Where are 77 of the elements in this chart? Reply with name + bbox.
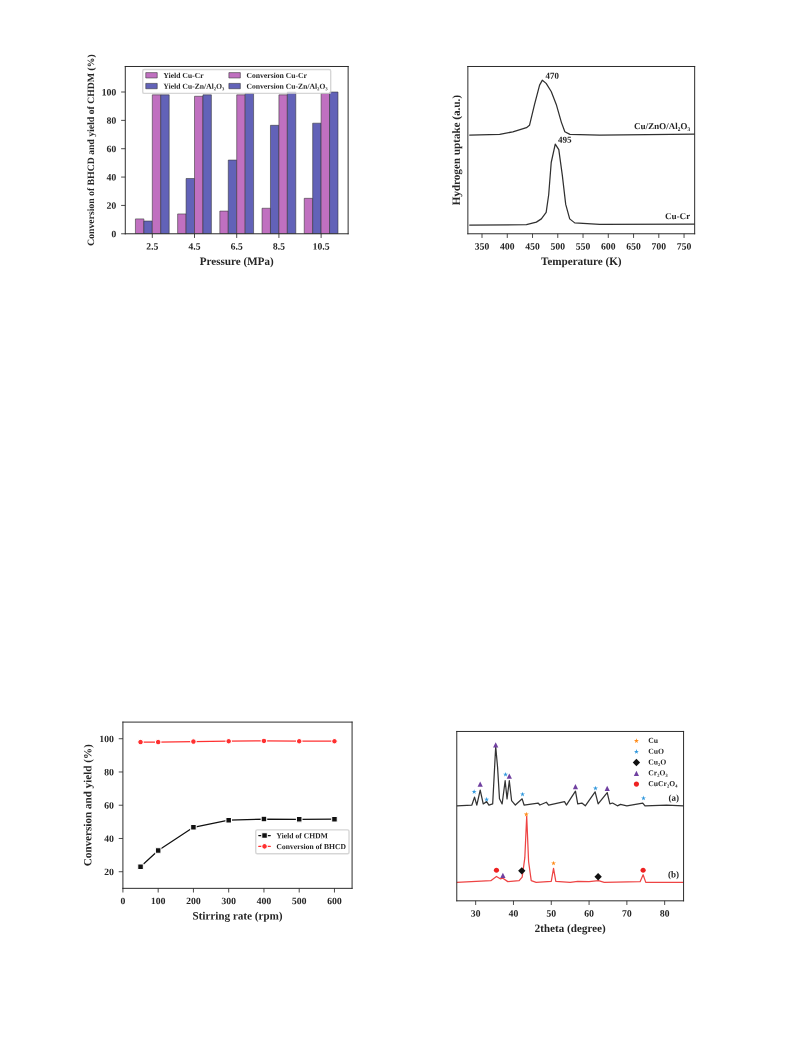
x-tick-label: 400 <box>256 897 271 905</box>
series-label: (a) <box>668 794 679 803</box>
annotation: 495 <box>558 136 572 143</box>
y-tick-label: 20 <box>104 868 114 876</box>
point <box>137 738 144 746</box>
point <box>551 860 557 866</box>
series-label: (b) <box>668 871 679 880</box>
x-tick-label: 70 <box>622 910 632 917</box>
point <box>604 785 610 791</box>
y-axis-title: Conversion of BHCD and yield of CHDM (%) <box>87 54 97 246</box>
point <box>520 791 526 797</box>
x-tick-label: 650 <box>626 243 641 250</box>
x-tick-label: 700 <box>652 243 666 250</box>
point <box>506 773 512 779</box>
x-tick-label: 50 <box>546 910 556 917</box>
y-tick-label: 100 <box>102 88 116 96</box>
point <box>190 824 197 831</box>
point <box>518 867 526 875</box>
point <box>331 737 338 745</box>
point <box>154 738 162 746</box>
y-axis-title: Conversion and yield (%) <box>83 744 94 866</box>
point <box>154 847 162 854</box>
point <box>641 795 646 801</box>
point <box>190 738 197 745</box>
point <box>137 863 144 871</box>
x-tick-label: 550 <box>576 243 590 250</box>
point <box>523 811 529 817</box>
x-axis-title: Pressure (MPa) <box>199 257 274 268</box>
x-tick-label: 600 <box>601 243 616 250</box>
x-tick-label: 2.5 <box>146 243 159 250</box>
x-tick-label: 200 <box>186 897 201 905</box>
y-tick-label: 0 <box>111 230 116 238</box>
x-tick-label: 350 <box>475 243 489 250</box>
y-tick-label: 100 <box>100 735 114 743</box>
x-tick-label: 500 <box>292 897 307 905</box>
x-tick-label: 400 <box>500 243 515 250</box>
y-tick-label: 60 <box>106 145 116 153</box>
series-label: Cu/ZnO/Al₂O₃ <box>634 122 690 131</box>
y-tick-label: 20 <box>106 202 116 209</box>
x-tick-label: 80 <box>660 910 670 917</box>
series-label: Cu-Cr <box>665 213 690 220</box>
x-axis-title: 2theta (degree) <box>535 924 606 935</box>
point <box>493 867 500 873</box>
point <box>640 867 646 873</box>
x-tick-label: 60 <box>584 910 594 917</box>
point <box>295 737 303 745</box>
x-tick-label: 750 <box>677 243 691 250</box>
y-tick-label: 80 <box>104 768 114 776</box>
x-tick-label: 0 <box>120 897 125 905</box>
x-tick-label: 450 <box>525 243 540 250</box>
x-tick-label: 300 <box>221 897 236 905</box>
y-tick-label: 60 <box>104 802 114 809</box>
x-tick-label: 8.5 <box>273 243 285 250</box>
x-axis-title: Stirring rate (rpm) <box>193 911 283 922</box>
point <box>331 815 338 823</box>
point <box>295 816 303 823</box>
point <box>477 781 483 787</box>
y-tick-label: 40 <box>106 173 116 181</box>
y-tick-label: 80 <box>106 117 116 124</box>
point <box>225 737 232 745</box>
point <box>260 737 268 745</box>
point <box>471 789 477 794</box>
point <box>572 784 579 790</box>
x-tick-label: 30 <box>471 910 481 917</box>
annotation: 470 <box>545 72 559 79</box>
x-tick-label: 4.5 <box>188 243 201 250</box>
x-axis-title: Temperature (K) <box>541 257 622 268</box>
x-tick-label: 500 <box>550 243 565 250</box>
x-tick-label: 6.5 <box>230 243 243 250</box>
point <box>484 796 490 802</box>
y-tick-label: 40 <box>104 835 114 842</box>
point <box>594 873 602 881</box>
x-tick-label: 600 <box>327 897 342 905</box>
x-tick-label: 100 <box>151 897 166 905</box>
x-tick-label: 40 <box>508 910 518 917</box>
y-axis-title: Hydrogen uptake (a.u.) <box>452 95 463 206</box>
x-tick-label: 10.5 <box>313 243 330 250</box>
